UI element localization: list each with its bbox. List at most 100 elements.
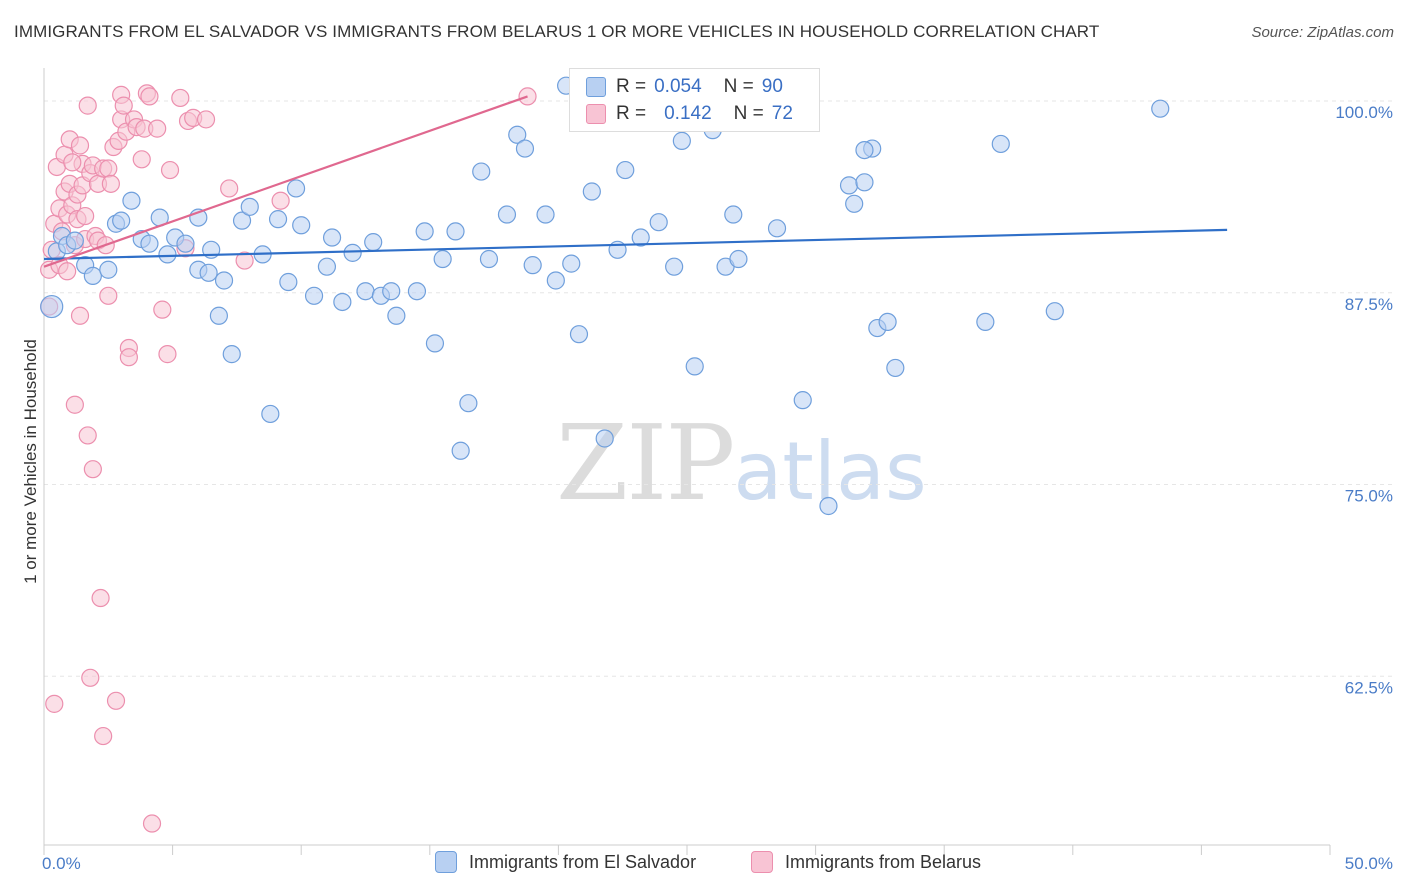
point-belarus — [148, 119, 167, 138]
point-belarus — [76, 206, 95, 226]
point-belarus — [70, 306, 90, 325]
point-belarus — [63, 153, 82, 172]
series-belarus-points — [40, 84, 537, 833]
point-el-salvador — [286, 179, 306, 198]
point-el-salvador — [382, 282, 401, 301]
point-el-salvador — [523, 256, 542, 275]
point-belarus — [160, 160, 180, 180]
legend-n-label: N = — [723, 76, 754, 97]
point-el-salvador — [199, 263, 218, 282]
point-el-salvador — [886, 358, 905, 378]
point-el-salvador — [515, 139, 535, 158]
point-el-salvador — [425, 334, 445, 353]
trend-lines — [43, 95, 1228, 268]
legend-label-belarus: Immigrants from Belarus — [785, 851, 982, 872]
point-belarus — [158, 345, 177, 364]
point-el-salvador — [1151, 99, 1170, 118]
point-el-salvador — [65, 231, 84, 250]
legend-swatch-pink — [586, 104, 606, 124]
point-el-salvador — [562, 254, 581, 273]
point-el-salvador — [845, 194, 864, 213]
legend-r-value: 0.142 — [664, 103, 712, 124]
point-el-salvador — [855, 140, 874, 160]
point-el-salvador — [364, 233, 383, 252]
point-el-salvador — [209, 306, 228, 325]
point-el-salvador — [595, 429, 614, 448]
point-el-salvador — [616, 160, 635, 180]
point-el-salvador — [140, 234, 159, 253]
y-tick-label: 62.5% — [1345, 678, 1393, 697]
point-el-salvador — [976, 312, 995, 332]
grid-lines — [44, 100, 1392, 677]
point-el-salvador — [407, 282, 427, 301]
point-belarus — [142, 814, 162, 833]
point-el-salvador — [793, 391, 812, 410]
trend-line-el-salvador — [43, 228, 1228, 261]
axis-labels: 62.5% 75.0% 87.5% 100.0% 0.0% 50.0% 1 or more … — [21, 103, 1393, 873]
legend-swatch-blue — [586, 77, 606, 97]
point-el-salvador — [240, 197, 259, 216]
point-belarus — [99, 159, 118, 178]
point-belarus — [65, 395, 84, 414]
legend-r-value: 0.054 — [654, 76, 702, 97]
chart-title: IMMIGRANTS FROM EL SALVADOR VS IMMIGRANT… — [14, 22, 1100, 41]
series-el-salvador-points — [40, 76, 1170, 516]
point-el-salvador — [356, 282, 375, 301]
point-belarus — [83, 460, 102, 479]
point-el-salvador — [839, 176, 859, 195]
point-el-salvador — [479, 249, 499, 269]
point-el-salvador — [99, 260, 118, 279]
point-el-salvador — [261, 404, 280, 424]
legend-n-value: 72 — [771, 103, 793, 124]
point-el-salvador — [112, 211, 131, 230]
point-el-salvador — [214, 271, 234, 290]
point-belarus — [101, 174, 120, 193]
point-belarus — [91, 588, 110, 608]
y-tick-label: 100.0% — [1335, 103, 1393, 122]
source-label: Source: ZipAtlas.com — [1251, 24, 1394, 41]
legend-n-value: 90 — [761, 76, 783, 97]
point-el-salvador — [322, 228, 342, 247]
legend-item-belarus: Immigrants from Belarus — [751, 851, 981, 873]
point-belarus — [114, 96, 133, 115]
point-el-salvador — [729, 249, 748, 269]
point-el-salvador — [158, 245, 177, 264]
point-el-salvador — [819, 496, 838, 516]
point-belarus — [99, 286, 118, 305]
legend-swatch-pink — [751, 851, 773, 873]
point-belarus — [70, 136, 90, 155]
point-el-salvador — [724, 205, 743, 224]
point-belarus — [153, 300, 172, 319]
point-el-salvador — [991, 134, 1010, 154]
point-el-salvador — [855, 173, 874, 192]
point-el-salvador — [40, 294, 64, 319]
point-el-salvador — [767, 219, 787, 238]
point-el-salvador — [222, 345, 241, 364]
y-tick-label: 87.5% — [1345, 295, 1393, 314]
point-el-salvador — [232, 211, 252, 230]
point-el-salvador — [176, 234, 195, 253]
point-el-salvador — [433, 249, 452, 269]
point-belarus — [78, 426, 97, 445]
x-tick-label-max: 50.0% — [1345, 854, 1393, 873]
point-el-salvador — [387, 306, 406, 325]
legend-row-el-salvador: R = 0.054 N = 90 — [586, 74, 783, 100]
point-el-salvador — [536, 205, 555, 224]
point-el-salvador — [292, 216, 311, 235]
point-belarus — [106, 691, 126, 710]
point-el-salvador — [685, 357, 704, 376]
point-el-salvador — [649, 213, 668, 232]
point-belarus — [220, 179, 239, 198]
point-el-salvador — [317, 257, 337, 276]
point-el-salvador — [451, 441, 470, 460]
point-belarus — [196, 110, 216, 129]
point-belarus — [235, 251, 254, 270]
point-el-salvador — [343, 243, 362, 262]
correlation-legend: R = 0.054 N = 90 R = 0.142 N = 72 — [569, 68, 820, 132]
point-el-salvador — [1045, 302, 1064, 321]
point-el-salvador — [508, 125, 527, 144]
series-legend: Immigrants from El Salvador Immigrants f… — [0, 851, 1406, 879]
point-el-salvador — [546, 271, 565, 290]
point-el-salvador — [279, 272, 298, 292]
